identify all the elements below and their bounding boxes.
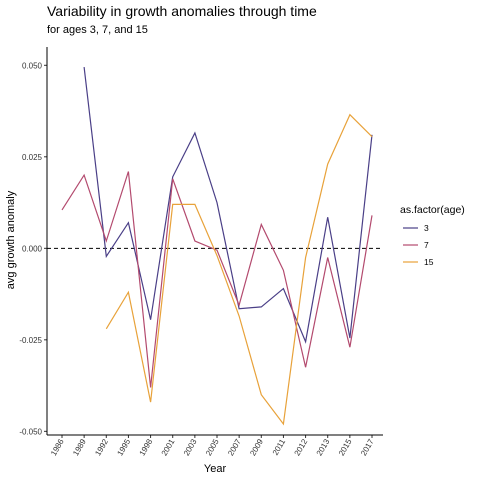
- legend: as.factor(age) 3 7 15: [400, 204, 465, 267]
- x-tick-label: 2001: [160, 437, 177, 457]
- y-tick-label: -0.050: [19, 427, 42, 436]
- x-tick-label: 2007: [226, 437, 243, 457]
- x-tick-label: 2013: [315, 437, 332, 457]
- x-tick-label: 2009: [248, 437, 265, 457]
- x-tick-label: 2017: [359, 437, 376, 457]
- y-tick-label: 0.050: [22, 61, 43, 70]
- x-tick-label: 2011: [271, 437, 288, 457]
- x-tick-label: 1992: [93, 437, 110, 457]
- x-tick-label: 1986: [49, 437, 66, 457]
- legend-label-age-7: 7: [424, 240, 429, 250]
- legend-title: as.factor(age): [400, 204, 465, 216]
- x-tick-label: 2005: [204, 437, 221, 457]
- x-tick-label: 1998: [138, 437, 155, 457]
- x-axis: 1986 1989 1992 1995 1998 2001 2003 2005 2007 2009…: [49, 435, 376, 457]
- chart-subtitle: for ages 3, 7, and 15: [47, 24, 148, 36]
- series-line-age-3: [83, 67, 373, 344]
- x-tick-label: 2003: [182, 437, 199, 457]
- legend-label-age-15: 15: [424, 257, 434, 267]
- series-line-age-7: [61, 171, 373, 388]
- x-tick-label: 1989: [71, 437, 88, 457]
- legend-label-age-3: 3: [424, 223, 429, 233]
- chart-title: Variability in growth anomalies through …: [47, 3, 317, 19]
- series-line-age-15: [105, 113, 373, 426]
- y-tick-label: 0.000: [22, 244, 43, 253]
- y-axis-title: avg growth anomaly: [5, 190, 17, 289]
- x-tick-label: 2012: [293, 437, 310, 457]
- y-tick-label: -0.025: [19, 336, 42, 345]
- x-tick-label: 1995: [115, 437, 132, 457]
- x-axis-title: Year: [204, 463, 227, 475]
- x-tick-label: 2015: [337, 437, 354, 457]
- y-axis: 0.050 0.025 0.000 -0.025 -0.050: [19, 61, 47, 436]
- series-lines: [61, 67, 373, 426]
- y-tick-label: 0.025: [22, 153, 43, 162]
